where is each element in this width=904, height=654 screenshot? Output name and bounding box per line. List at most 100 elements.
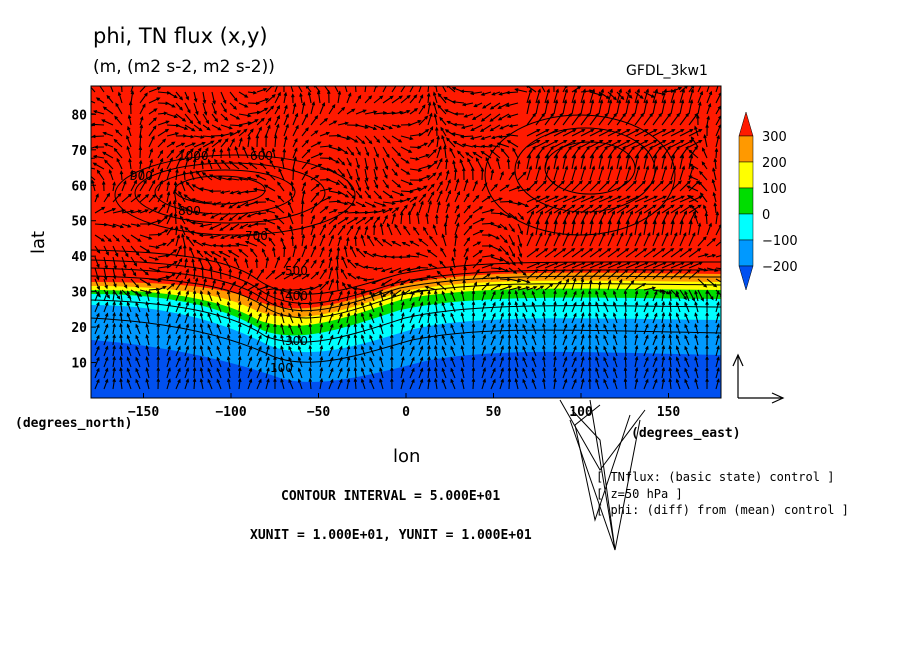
flux-vector [175, 124, 188, 130]
flux-vector [372, 289, 384, 296]
flux-vector-head [634, 377, 639, 383]
flux-vector-head [379, 323, 383, 328]
flux-vector-head [427, 344, 431, 350]
flux-vector [337, 135, 350, 140]
flux-vector [265, 86, 273, 93]
flux-vector-head [463, 114, 468, 118]
flux-vector [661, 129, 675, 137]
flux-vector-head [371, 292, 376, 296]
flux-vector [292, 157, 297, 170]
flux-vector-head [667, 145, 671, 150]
flux-vector [607, 146, 617, 159]
flux-vector [130, 180, 137, 192]
flux-vector-head [316, 90, 321, 95]
flux-vector [120, 324, 123, 335]
flux-vector [260, 162, 267, 170]
flux-vector [634, 204, 648, 214]
flux-vector-head [684, 345, 688, 350]
flux-vector-head [562, 204, 567, 209]
flux-vector [280, 238, 285, 247]
flux-vector-head [544, 204, 549, 209]
flux-vector [382, 157, 388, 170]
flux-vector [135, 379, 141, 390]
flux-vector-head [174, 225, 179, 230]
flux-vector [369, 379, 375, 390]
flux-vector-head [199, 300, 204, 306]
flux-vector-head [329, 266, 334, 271]
flux-vector-head [517, 159, 521, 164]
flux-vector-head [365, 82, 368, 85]
flux-vector [319, 269, 327, 280]
flux-vector [298, 291, 303, 302]
flux-vector-head [189, 246, 193, 251]
flux-vector [103, 223, 116, 228]
flux-vector [379, 368, 384, 379]
flux-vector [256, 324, 262, 335]
flux-vector [264, 184, 276, 192]
flux-vector [216, 379, 222, 390]
flux-vector-head [132, 83, 134, 86]
flux-vector [535, 269, 547, 280]
flux-vector-head [226, 300, 231, 306]
flux-vector-head [542, 377, 546, 383]
flux-vector-head [671, 129, 676, 133]
flux-vector-head [669, 268, 674, 273]
flux-vector-head [661, 355, 666, 361]
flux-vector-head [113, 265, 117, 270]
flux-vector-head [584, 210, 588, 215]
flux-vector-head [109, 83, 111, 86]
flux-vector [544, 140, 558, 148]
flux-vector [369, 368, 375, 379]
flux-vector-head [266, 367, 270, 372]
flux-vector [571, 89, 577, 104]
flux-vector [230, 190, 240, 194]
flux-vector [210, 234, 222, 239]
flux-vector [239, 178, 249, 181]
flux-vector [202, 91, 206, 104]
flux-vector-head [112, 224, 117, 228]
flux-vector [553, 232, 561, 247]
flux-vector [616, 248, 629, 258]
flux-vector-head [599, 195, 604, 200]
flux-vector-head [531, 378, 536, 383]
flux-vector-head [267, 117, 272, 122]
flux-vector-head [568, 112, 573, 117]
flux-vector-head [479, 206, 484, 210]
flux-vector [346, 179, 354, 191]
flux-vector [184, 278, 191, 291]
flux-vector-head [608, 139, 613, 144]
flux-vector-head [317, 141, 322, 145]
flux-vector-head [270, 105, 275, 110]
flux-vector-head [531, 356, 536, 361]
flux-vector-head [391, 201, 396, 206]
flux-vector [128, 115, 132, 126]
flux-vector-head [522, 272, 527, 276]
flux-vector [266, 171, 276, 181]
flux-vector-head [369, 216, 374, 221]
flux-vector-head [379, 95, 384, 100]
flux-vector [508, 186, 521, 192]
flux-vector [146, 313, 150, 324]
flux-vector-head [716, 334, 720, 339]
flux-vector-head [554, 154, 559, 159]
flux-vector [652, 155, 657, 170]
flux-vector-head [489, 263, 495, 267]
flux-vector-head [674, 232, 678, 237]
flux-vector [301, 159, 310, 170]
flux-vector [598, 281, 601, 291]
flux-vector [522, 357, 528, 368]
flux-vector [392, 241, 402, 247]
flux-vector-head [96, 264, 100, 269]
flux-vector-head [688, 163, 693, 168]
flux-vector-head [156, 268, 162, 273]
flux-vector-head [328, 156, 334, 161]
flux-vector [379, 335, 384, 346]
flux-vector-head [542, 333, 546, 339]
flux-vector [490, 184, 498, 192]
flux-vector-head [389, 194, 394, 199]
flux-vector [634, 346, 638, 357]
flux-vector-head [185, 345, 190, 350]
flux-vector [450, 346, 456, 357]
flux-vector-head [272, 246, 276, 251]
flux-vector-head [319, 355, 324, 361]
